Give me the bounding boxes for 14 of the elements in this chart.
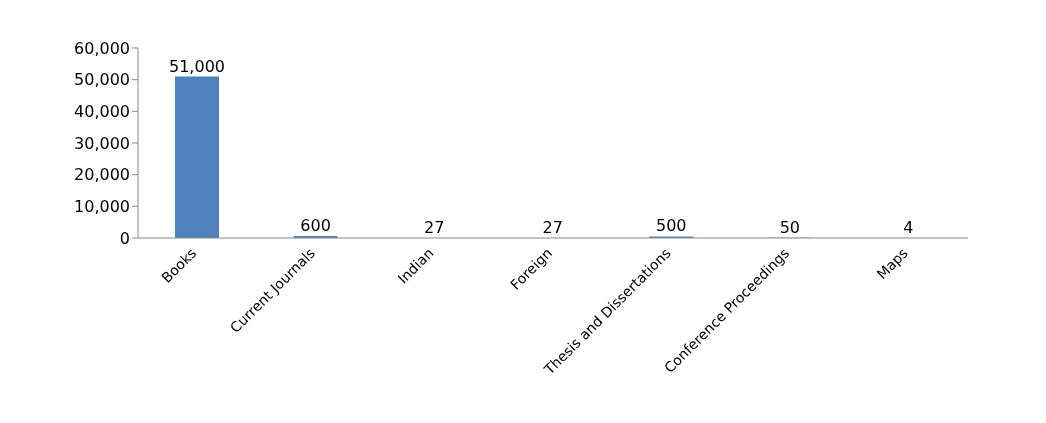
data-label: 4: [903, 217, 914, 237]
y-tick-label: 50,000: [74, 70, 130, 90]
data-label: 500: [656, 216, 687, 236]
y-tick-label: 20,000: [74, 165, 130, 185]
data-label: 50: [779, 217, 801, 237]
y-tick-label: 0: [119, 228, 130, 248]
data-label: 27: [542, 217, 563, 237]
y-tick-label: 10,000: [74, 197, 130, 217]
y-tick-label: 60,000: [74, 38, 130, 58]
data-label: 51,000: [169, 56, 225, 76]
data-label: 600: [300, 216, 331, 236]
y-tick-label: 30,000: [74, 133, 130, 153]
y-tick-label: 40,000: [74, 102, 130, 122]
data-label: 27: [423, 217, 445, 237]
